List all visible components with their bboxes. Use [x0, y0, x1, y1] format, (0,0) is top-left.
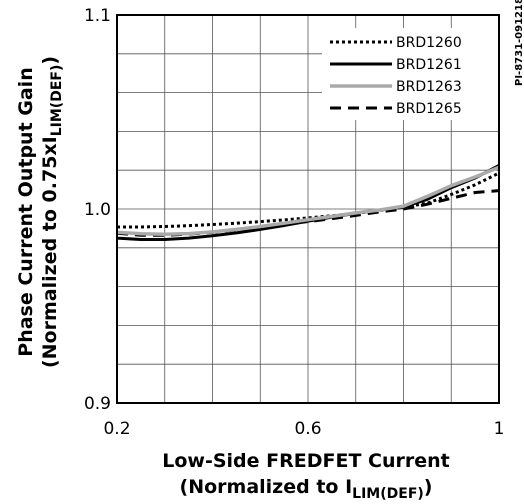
- figure-code: PI-8731-091218: [514, 0, 524, 86]
- legend: BRD1260 BRD1261 BRD1263 BRD1265: [322, 28, 498, 120]
- x-axis-title-prefix: (Normalized to I: [180, 476, 353, 498]
- legend-label-brd1261: BRD1261: [396, 57, 462, 73]
- y-tick-label: 1.1: [84, 6, 111, 26]
- y-axis-title: Phase Current Output Gain: [15, 67, 37, 356]
- data-lines: [116, 164, 500, 241]
- y-axis-title-prefix: (Normalized to 0.75xI: [39, 136, 61, 368]
- x-tick-label: 0.2: [103, 419, 130, 439]
- x-axis-title-line2: (Normalized to ILIM(DEF)): [180, 476, 433, 502]
- y-tick-labels: 0.9 1.0 1.1: [84, 6, 111, 414]
- plot-frame: [116, 14, 500, 404]
- x-tick-label: 0.6: [294, 419, 321, 439]
- y-axis-title-line2: (Normalized to 0.75xILIM(DEF)): [39, 56, 65, 368]
- y-tick-label: 1.0: [84, 200, 111, 220]
- y-axis-title-suffix: ): [39, 56, 61, 65]
- legend-label-brd1265: BRD1265: [396, 101, 462, 117]
- y-tick-label: 0.9: [84, 394, 111, 414]
- x-axis-title: Low-Side FREDFET Current: [162, 450, 450, 472]
- legend-background: [322, 28, 498, 120]
- x-axis-title-suffix: ): [424, 476, 433, 498]
- series-line-brd1263: [116, 165, 500, 236]
- x-tick-labels: 0.2 0.6 1: [103, 419, 504, 439]
- x-tick-label: 1: [494, 419, 505, 439]
- legend-label-brd1260: BRD1260: [396, 35, 462, 51]
- series-line-brd1260: [117, 171, 500, 229]
- y-axis-title-sub: LIM(DEF): [49, 65, 65, 137]
- legend-label-brd1263: BRD1263: [396, 79, 462, 95]
- x-axis-title-sub: LIM(DEF): [352, 486, 424, 502]
